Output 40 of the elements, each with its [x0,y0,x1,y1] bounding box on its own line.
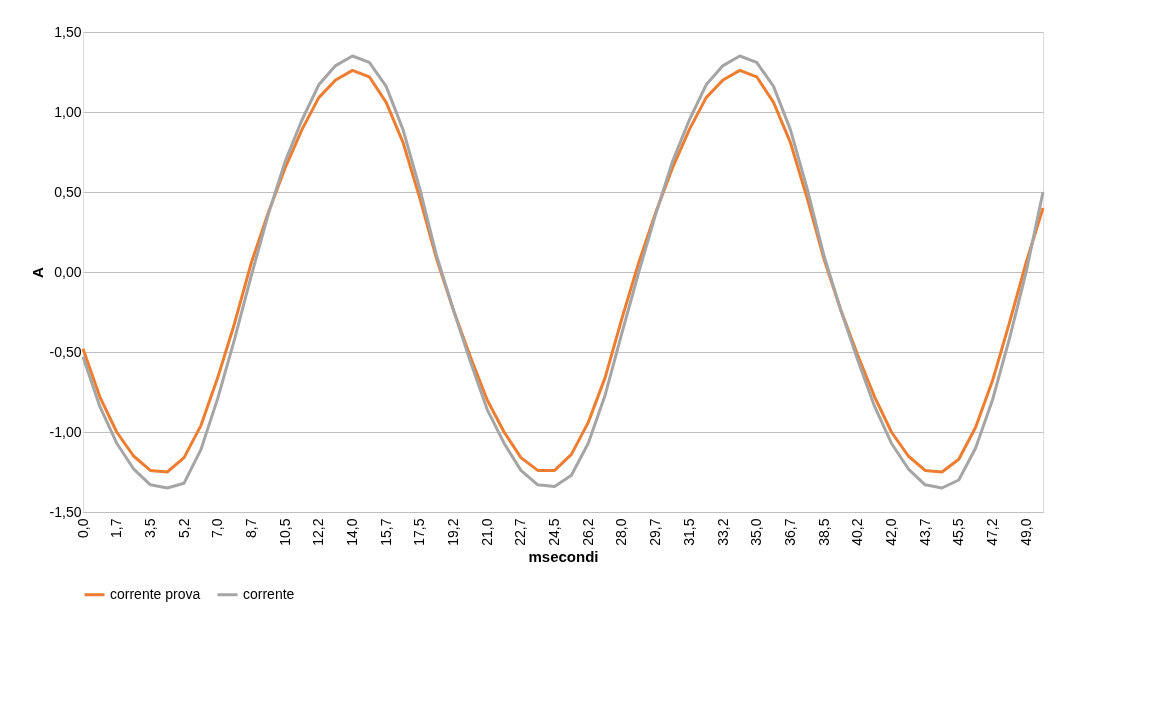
y-tick-label: -1,50 [49,503,82,520]
x-tick-label: 45,5 [950,518,967,546]
x-tick-label: 0,0 [74,518,91,538]
x-tick-label: 28,0 [613,518,630,546]
x-tick-label: 10,5 [276,518,293,546]
x-tick-label: 31,5 [680,518,697,546]
x-tick-label: 5,2 [175,518,192,538]
y-tick-label: 1,00 [54,103,82,120]
x-tick-label: 19,2 [445,518,462,546]
x-tick-label: 14,0 [343,518,360,546]
x-tick-label: 49,0 [1017,518,1034,546]
x-tick-label: 12,2 [310,518,327,546]
x-tick-label: 40,2 [849,518,866,546]
x-tick-label: 22,7 [512,518,529,546]
x-tick-label: 33,2 [714,518,731,546]
x-tick-label: 42,0 [882,518,899,546]
y-axis-title: A [28,266,46,278]
y-tick-label: 0,00 [54,263,82,280]
y-tick-label: -0,50 [49,343,82,360]
x-tick-label: 43,7 [916,518,933,546]
y-tick-label: -1,00 [49,423,82,440]
x-tick-label: 21,0 [478,518,495,546]
legend-label: corrente [243,585,295,602]
x-tick-label: 24,5 [546,518,563,546]
x-tick-label: 15,7 [377,518,394,546]
x-tick-label: 8,7 [242,518,259,538]
x-axis-title: msecondi [528,547,599,565]
x-tick-label: 47,2 [983,518,1000,546]
x-tick-label: 26,2 [579,518,596,546]
x-tick-label: 7,0 [209,518,226,538]
x-tick-label: 35,0 [748,518,765,546]
y-tick-label: 0,50 [54,183,82,200]
x-tick-label: 38,5 [815,518,832,546]
x-tick-label: 36,7 [781,518,798,546]
y-tick-label: 1,50 [54,23,82,40]
legend-label: corrente prova [110,585,201,602]
x-tick-label: 29,7 [647,518,664,546]
x-tick-label: 17,5 [411,518,428,546]
x-tick-label: 1,7 [108,518,125,538]
x-tick-label: 3,5 [141,518,158,538]
